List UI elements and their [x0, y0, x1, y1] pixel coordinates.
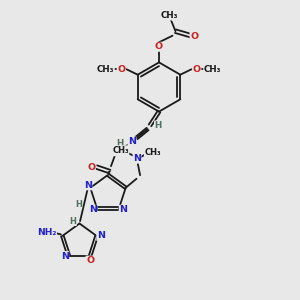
Text: N: N: [84, 181, 92, 190]
Text: H: H: [70, 217, 76, 226]
Text: CH₃: CH₃: [112, 146, 129, 155]
Text: NH₂: NH₂: [37, 228, 56, 237]
Text: CH₃: CH₃: [161, 11, 178, 20]
Text: N: N: [89, 205, 97, 214]
Text: O: O: [193, 65, 201, 74]
Text: H: H: [75, 200, 82, 208]
Text: H: H: [116, 139, 124, 148]
Text: O: O: [87, 163, 95, 172]
Text: CH₃: CH₃: [144, 148, 161, 157]
Text: N: N: [128, 137, 136, 146]
Text: N: N: [133, 154, 141, 163]
Text: N: N: [61, 252, 69, 261]
Text: O: O: [117, 65, 125, 74]
Text: H: H: [154, 121, 162, 130]
Text: CH₃: CH₃: [97, 65, 114, 74]
Text: O: O: [155, 42, 163, 51]
Text: N: N: [112, 147, 120, 156]
Text: O: O: [86, 256, 94, 265]
Text: N: N: [119, 205, 127, 214]
Text: CH₃: CH₃: [204, 65, 221, 74]
Text: N: N: [97, 231, 105, 240]
Text: O: O: [190, 32, 198, 41]
